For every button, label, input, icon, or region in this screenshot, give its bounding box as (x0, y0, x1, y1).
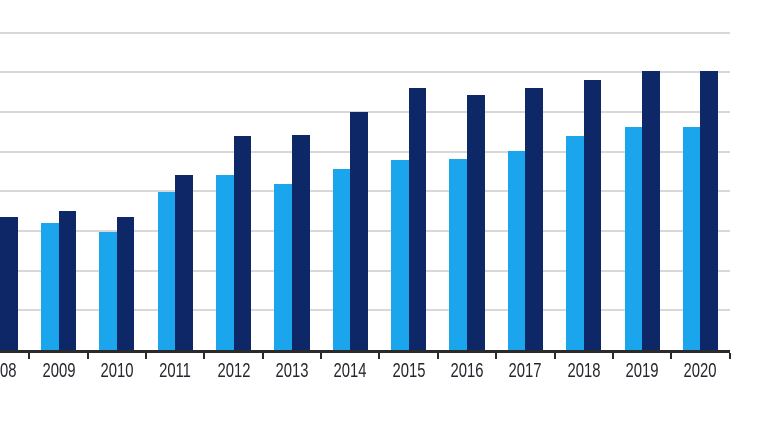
x-axis-tick (203, 353, 206, 359)
bar-2011-light-blue-series (157, 191, 176, 350)
x-axis-tick (728, 353, 731, 359)
gridline (0, 71, 730, 74)
bar-2019-light-blue-series (624, 126, 643, 350)
gridline (0, 31, 730, 34)
bar-2008-dark-navy-series (0, 216, 18, 350)
bar-2018-dark-navy-series (583, 80, 602, 350)
bar-2010-dark-navy-series (116, 216, 135, 350)
x-axis-tick (436, 353, 439, 359)
bar-2010-light-blue-series (99, 231, 117, 350)
bar-2014-dark-navy-series (350, 112, 368, 350)
x-axis-label-2017: 2017 (508, 360, 542, 382)
x-axis-tick (145, 353, 148, 359)
x-axis-line (0, 350, 730, 353)
x-axis-tick (28, 353, 31, 359)
x-axis-tick (611, 353, 614, 359)
bar-2012-dark-navy-series (233, 136, 252, 350)
bar-2017-dark-navy-series (525, 88, 543, 350)
bar-2014-light-blue-series (332, 169, 351, 350)
x-axis-label-2009: 2009 (42, 360, 75, 382)
x-axis-label-2020: 2020 (684, 360, 717, 382)
x-axis-label-2015: 2015 (392, 360, 426, 382)
bar-2011-dark-navy-series (175, 174, 193, 350)
bar-2018-light-blue-series (566, 136, 584, 350)
bar-2019-dark-navy-series (642, 71, 660, 350)
bar-2020-light-blue-series (682, 126, 701, 350)
x-axis-tick (86, 353, 89, 359)
x-axis-label-2019: 2019 (625, 360, 659, 382)
x-axis-label-2011: 2011 (159, 360, 192, 382)
bar-2016-light-blue-series (449, 158, 468, 350)
gridline (0, 110, 730, 113)
x-axis-tick (378, 353, 381, 359)
x-axis-label-2008: 2008 (0, 360, 17, 382)
bar-2015-light-blue-series (391, 159, 409, 350)
x-axis-tick (553, 353, 556, 359)
x-axis-label-2010: 2010 (100, 360, 134, 382)
x-axis-tick (261, 353, 264, 359)
bar-2015-dark-navy-series (408, 88, 427, 350)
bar-2009-light-blue-series (40, 223, 59, 350)
x-axis-tick (670, 353, 673, 359)
x-axis-label-2016: 2016 (450, 360, 484, 382)
bar-2020-dark-navy-series (700, 71, 719, 350)
x-axis-label-2013: 2013 (275, 360, 309, 382)
bar-2013-light-blue-series (274, 183, 292, 350)
bar-2013-dark-navy-series (291, 134, 310, 350)
bar-2017-light-blue-series (507, 150, 526, 350)
bar-2009-dark-navy-series (58, 211, 77, 350)
x-axis-tick (320, 353, 323, 359)
bar-2012-light-blue-series (215, 174, 234, 350)
x-axis-label-2012: 2012 (217, 360, 251, 382)
x-axis-tick (495, 353, 498, 359)
bar-2016-dark-navy-series (467, 95, 485, 350)
x-axis-label-2018: 2018 (567, 360, 601, 382)
x-axis-label-2014: 2014 (333, 360, 367, 382)
